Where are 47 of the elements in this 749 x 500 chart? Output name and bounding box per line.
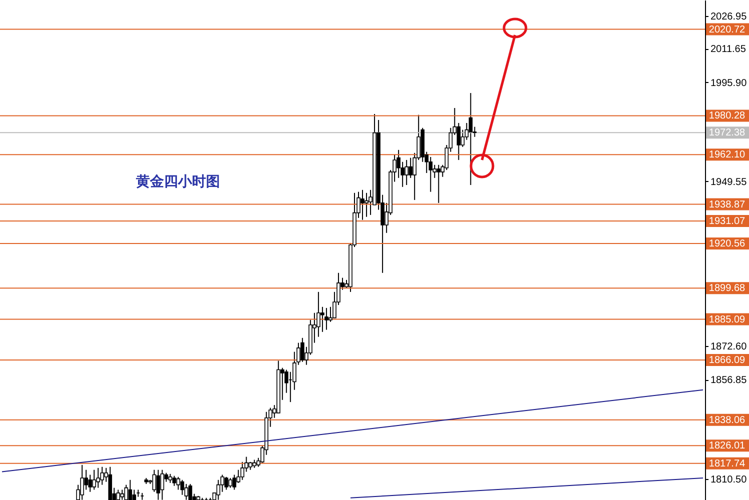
y-tick-label: 1856.85 — [710, 375, 748, 386]
ref-line-label: 1817.74 — [708, 458, 746, 470]
y-tick-label: 1949.55 — [710, 176, 748, 188]
candlestick — [360, 189, 364, 220]
candlestick — [92, 469, 96, 490]
y-tick-label: 1810.50 — [710, 474, 748, 486]
candlestick — [132, 489, 136, 500]
candlestick — [228, 477, 232, 488]
y-tick-label: 2026.95 — [710, 11, 748, 22]
ref-line-label: 2020.72 — [708, 24, 746, 36]
candlestick — [176, 476, 180, 490]
ref-line-label: 1972.38 — [708, 128, 746, 139]
candlestick — [320, 306, 324, 332]
ref-line-label: 1920.56 — [708, 238, 746, 250]
candlestick — [364, 192, 368, 218]
candlestick — [408, 157, 412, 178]
candlestick — [156, 469, 160, 500]
ref-line-label: 1962.10 — [708, 150, 746, 161]
ref-line-label: 1866.09 — [708, 354, 746, 366]
ref-line-label: 1838.06 — [708, 414, 746, 426]
ref-line-label: 1899.68 — [708, 283, 746, 294]
candlestick — [468, 92, 473, 186]
text: 黄金四小时图 — [135, 173, 220, 189]
candlestick — [188, 483, 192, 500]
candlestick — [88, 474, 92, 492]
candlestick — [100, 466, 104, 486]
candlestick — [436, 164, 441, 204]
y-tick-label: 1872.60 — [710, 342, 748, 353]
candlestick — [428, 156, 433, 192]
candlestick — [300, 337, 304, 362]
ref-line-label: 1885.09 — [708, 314, 746, 326]
candlestick — [240, 461, 244, 480]
y-tick-label: 1995.90 — [710, 78, 748, 89]
candlestick — [128, 479, 132, 500]
candlestick — [456, 122, 461, 160]
ref-line-label: 1931.07 — [708, 216, 746, 227]
ref-line-label: 1938.87 — [708, 199, 746, 210]
y-tick-label: 2011.65 — [710, 44, 746, 56]
ref-line-label: 1980.28 — [708, 110, 746, 122]
candlestick — [180, 479, 184, 496]
candlestick — [232, 474, 236, 490]
candlestick — [324, 307, 328, 330]
candlestick — [96, 467, 100, 488]
candlestick — [172, 475, 176, 486]
candlestick — [404, 159, 408, 186]
ref-line-label: 1826.01 — [708, 440, 746, 452]
candlestick — [224, 476, 228, 490]
